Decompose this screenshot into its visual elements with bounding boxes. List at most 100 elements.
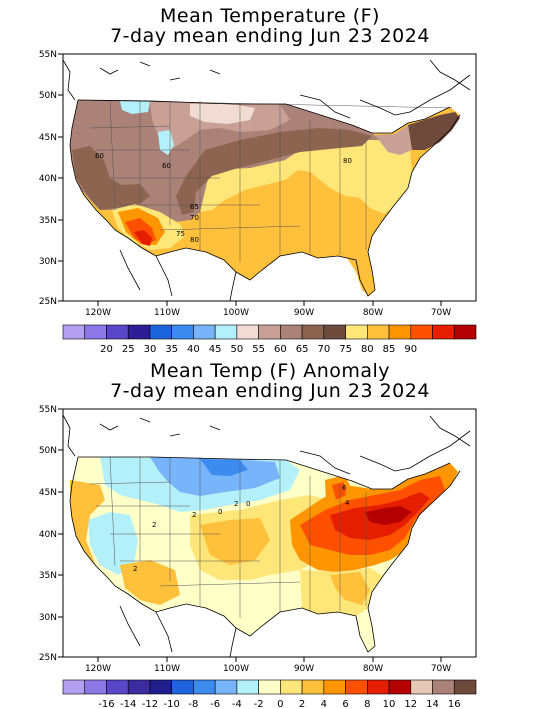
- map1-colorbar-swatch: [84, 324, 107, 340]
- map1-contour-label: 80: [343, 157, 352, 165]
- map1-colorbar-swatch: [301, 324, 325, 340]
- map2-frame: [62, 408, 477, 658]
- map2-lat-label: 40N: [39, 530, 57, 540]
- map2-lon-labels: 120W 110W 100W 90W 80W 70W: [85, 664, 451, 674]
- map1-colorbar-label: 40: [187, 344, 200, 355]
- map2-colorbar-label: -8: [188, 699, 198, 709]
- map2-contour-label: 2: [192, 511, 196, 519]
- map1-lon-label: 110W: [154, 308, 180, 318]
- map1-colorbar-label: 60: [274, 344, 287, 355]
- map2-colorbar-swatch: [323, 679, 346, 695]
- map1-colorbar-swatch: [345, 324, 368, 340]
- map1-fields: [63, 54, 476, 296]
- map1-colorbar-swatch: [149, 324, 172, 340]
- map1-lon-label: 120W: [85, 308, 111, 318]
- map2-colorbar-label: 2: [299, 699, 305, 709]
- map1-contour-label: 70: [190, 214, 199, 222]
- map2-cold-west: [88, 512, 138, 575]
- map2-lat-label: 55N: [39, 405, 57, 415]
- map1-colorbar: 20 25 30 35 40 45 50 55 60 65 70 75 80 85 90: [62, 324, 477, 355]
- map1-contour-labels: 60 60 65 70 75 80 80: [95, 152, 352, 244]
- map2-lat-label: 30N: [39, 613, 57, 623]
- map1-contour-label: 60: [162, 162, 171, 170]
- map2-contour-labels: 2 2 2 0 2 0 6 4: [133, 484, 350, 573]
- map2-colorbar-label: -4: [232, 699, 242, 709]
- map2-contour-label: 0: [218, 508, 222, 516]
- map1-colorbar-swatch: [453, 324, 477, 340]
- map1-band-75: [200, 140, 412, 214]
- map2-warm-westcoast: [70, 480, 105, 566]
- map2-colorbar-swatch: [106, 679, 129, 695]
- map2-hot-mi-2: [332, 482, 346, 500]
- map2-colorbar-swatch: [301, 679, 325, 695]
- map2-lon-axis: [97, 657, 442, 662]
- map2-contour-label: 0: [246, 500, 250, 508]
- map1-outside-mask: [63, 54, 476, 133]
- map2-colorbar-swatch: [171, 679, 194, 695]
- map2-lat-label: 45N: [39, 488, 57, 498]
- map1-band-60: [150, 101, 290, 150]
- map2-hot-ne-12: [365, 506, 412, 525]
- map2-contour-label: 2: [234, 500, 238, 508]
- map1-florida: [345, 255, 372, 296]
- map2-warm-central-2: [200, 518, 270, 565]
- map1-cold-spot-1: [120, 101, 150, 114]
- map2-colorbar-swatch: [388, 679, 412, 695]
- map1-colorbar-swatch: [214, 324, 238, 340]
- map1-hot-95: [134, 230, 152, 246]
- map1-colorbar-swatch: [106, 324, 129, 340]
- map1-lat-axis: [58, 53, 63, 302]
- map1-lon-label: 100W: [223, 308, 249, 318]
- map1-band-70-west: [72, 146, 150, 210]
- map2-colorbar: -16 -14 -12 -10 -8 -6 -4 -2 0 2 4 6 8 10 12 14 16: [62, 679, 477, 709]
- map1-colorbar-label: 35: [165, 344, 178, 355]
- map2-colorbar-swatch: [236, 679, 259, 695]
- map2-colorbar-swatch: [280, 679, 303, 695]
- map2-outside-mask: [63, 409, 476, 489]
- map2-colorbar-swatch: [345, 679, 368, 695]
- map1-lon-axis: [97, 301, 442, 306]
- map1-band-60b: [190, 104, 255, 124]
- map2-colorbar-swatch: [214, 679, 238, 695]
- map2-colorbar-swatch: [127, 679, 151, 695]
- map2-colorbar-label: -14: [120, 699, 136, 709]
- map1-colorbar-swatch: [236, 324, 259, 340]
- map2-colorbar-label: 12: [404, 699, 417, 709]
- map1-colorbar-swatch: [432, 324, 455, 340]
- map2-contour-label: 2: [133, 565, 137, 573]
- map1-colorbar-swatch: [323, 324, 346, 340]
- map1-northeast-light: [375, 125, 412, 155]
- map1-colorbar-label: 75: [339, 344, 352, 355]
- map1-lat-label: 30N: [39, 257, 57, 267]
- map1-lat-labels: 55N 50N 45N 40N 35N 30N 25N: [39, 50, 57, 307]
- map2-lon-label: 80W: [363, 664, 383, 674]
- map2-lat-label: 35N: [39, 571, 57, 581]
- map1-colorbar-swatch: [410, 324, 433, 340]
- map1-colorbar-label: 30: [144, 344, 157, 355]
- map1-northeast-brown: [408, 112, 460, 150]
- map1-colorbar-swatch: [127, 324, 151, 340]
- map1-lat-label: 55N: [39, 50, 57, 60]
- map2-lat-labels: 55N 50N 45N 40N 35N 30N 25N: [39, 405, 57, 663]
- map2-title-line1: Mean Temp (F) Anomaly: [149, 360, 391, 382]
- map1-lat-label: 40N: [39, 174, 57, 184]
- map2-colorbar-label: 16: [448, 699, 461, 709]
- map2-lat-label: 50N: [39, 446, 57, 456]
- map1-colorbar-swatch: [280, 324, 303, 340]
- map1-lon-label: 70W: [431, 308, 451, 318]
- map2-contour-label: 6: [342, 484, 347, 492]
- map2-colorbar-label: -10: [164, 699, 180, 709]
- map1-colorbar-swatch: [367, 324, 390, 340]
- map2-colorbar-label: -16: [98, 699, 114, 709]
- map1-colorbar-label: 70: [317, 344, 330, 355]
- map1-lon-labels: 120W 110W 100W 90W 80W 70W: [85, 308, 451, 318]
- map1-colorbar-swatch: [388, 324, 412, 340]
- map2-colorbar-swatch: [410, 679, 433, 695]
- map1-contour-label: 80: [190, 236, 199, 244]
- map2-coastlines: [63, 414, 471, 657]
- map2-title-line2: 7-day mean ending Jun 23 2024: [110, 380, 430, 402]
- map1-contour-label: 60: [95, 152, 104, 160]
- map2-colorbar-swatch: [367, 679, 390, 695]
- map1-lat-label: 50N: [39, 91, 57, 101]
